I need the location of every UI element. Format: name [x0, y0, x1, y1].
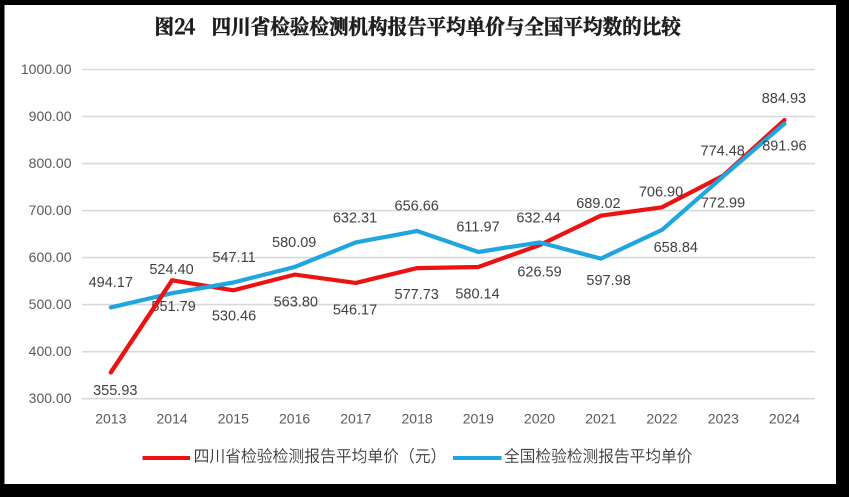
svg-text:2020: 2020 [524, 411, 555, 427]
svg-text:800.00: 800.00 [29, 155, 72, 171]
svg-text:494.17: 494.17 [89, 275, 133, 291]
svg-text:563.80: 563.80 [274, 295, 318, 311]
svg-text:706.90: 706.90 [639, 185, 683, 201]
svg-text:2023: 2023 [708, 411, 739, 427]
svg-text:546.17: 546.17 [333, 303, 377, 319]
svg-text:884.93: 884.93 [762, 91, 806, 107]
svg-text:772.99: 772.99 [701, 196, 745, 212]
svg-text:355.93: 355.93 [93, 383, 137, 399]
svg-text:400.00: 400.00 [29, 343, 72, 359]
svg-text:2024: 2024 [769, 411, 800, 427]
svg-text:774.48: 774.48 [701, 144, 745, 160]
svg-text:577.73: 577.73 [395, 287, 439, 303]
svg-text:2017: 2017 [340, 411, 371, 427]
svg-text:580.09: 580.09 [272, 235, 316, 251]
svg-text:600.00: 600.00 [29, 249, 72, 265]
svg-text:300.00: 300.00 [29, 390, 72, 406]
svg-text:547.11: 547.11 [212, 250, 255, 266]
svg-text:611.97: 611.97 [456, 219, 499, 235]
svg-text:632.31: 632.31 [333, 211, 377, 227]
svg-text:2019: 2019 [463, 411, 494, 427]
svg-text:2015: 2015 [218, 411, 249, 427]
svg-text:900.00: 900.00 [29, 108, 72, 124]
svg-text:580.14: 580.14 [455, 286, 499, 302]
svg-text:626.59: 626.59 [517, 265, 561, 281]
svg-text:1000.00: 1000.00 [21, 61, 72, 77]
svg-text:2018: 2018 [402, 411, 433, 427]
svg-text:632.44: 632.44 [516, 211, 560, 227]
svg-text:2021: 2021 [585, 411, 616, 427]
svg-text:656.66: 656.66 [395, 199, 439, 215]
svg-text:700.00: 700.00 [29, 202, 72, 218]
svg-text:891.96: 891.96 [762, 139, 806, 155]
svg-text:2013: 2013 [95, 411, 126, 427]
svg-text:2014: 2014 [157, 411, 188, 427]
svg-text:551.79: 551.79 [151, 299, 195, 315]
svg-text:658.84: 658.84 [654, 240, 698, 256]
svg-text:2022: 2022 [646, 411, 677, 427]
svg-text:597.98: 597.98 [586, 273, 630, 289]
svg-text:2016: 2016 [279, 411, 310, 427]
svg-text:689.02: 689.02 [576, 196, 620, 212]
svg-text:530.46: 530.46 [212, 309, 256, 325]
svg-text:500.00: 500.00 [29, 296, 72, 312]
svg-text:524.40: 524.40 [149, 262, 193, 278]
